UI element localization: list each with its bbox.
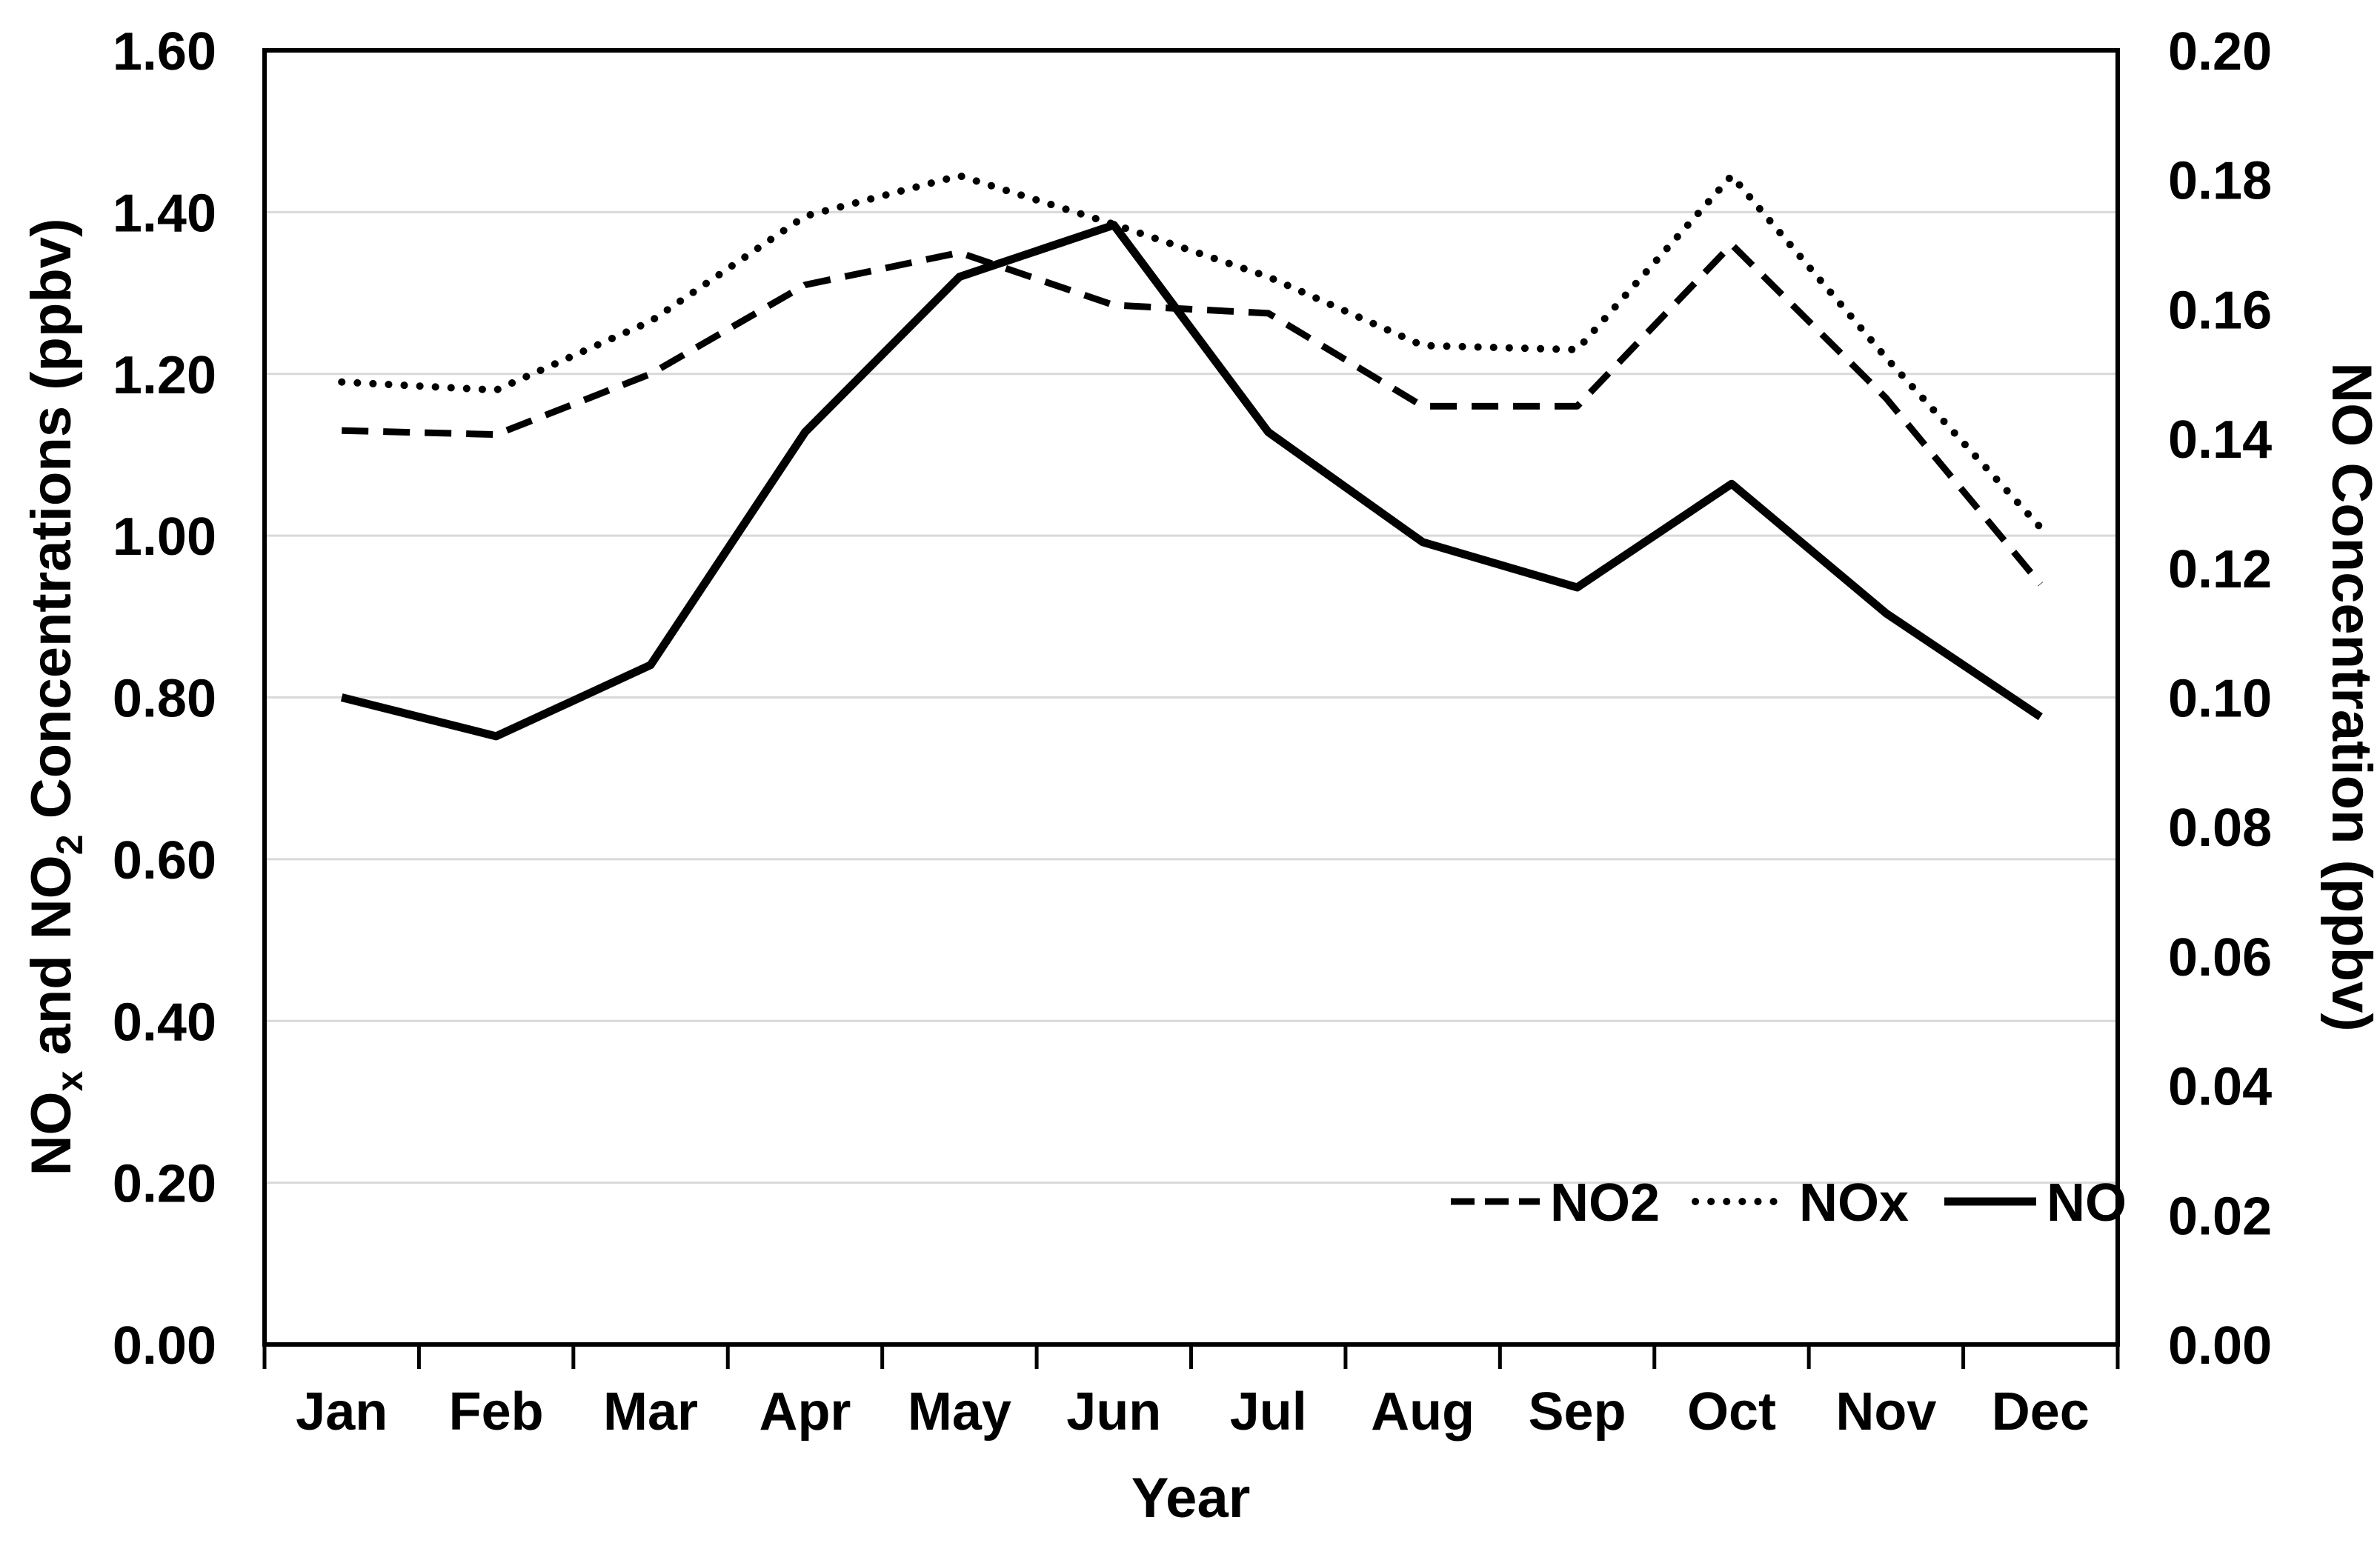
legend-label: NO [2047, 1173, 2127, 1233]
left-axis-tick-label: 1.40 [113, 184, 216, 243]
left-axis-tick-label: 0.40 [113, 993, 216, 1052]
x-axis-title: Year [1131, 1467, 1251, 1530]
series-line-NO [340, 221, 2043, 741]
x-axis-tick-label: Jun [1066, 1382, 1161, 1442]
right-axis-tick-label: 0.00 [2168, 1316, 2272, 1376]
legend-item-NOx: NOx [1692, 1173, 1909, 1233]
right-axis-tick-label: 0.08 [2168, 799, 2272, 858]
right-axis-tick-label: 0.02 [2168, 1187, 2272, 1246]
right-axis-tick-label: 0.10 [2168, 670, 2272, 729]
chart-legend: NO2 NOx NO [1451, 1173, 2127, 1233]
right-axis-tick-label: 0.16 [2168, 281, 2272, 340]
x-axis-tick-label: Feb [449, 1382, 544, 1442]
left-axis-tick-label: 0.20 [113, 1155, 216, 1214]
x-axis-tick-label: Nov [1835, 1382, 1936, 1442]
left-axis-tick-labels: 0.00 0.20 0.40 0.60 0.80 1.00 1.20 1.40 1.60 [113, 22, 216, 1376]
right-axis-tick-label: 0.14 [2168, 410, 2272, 470]
left-axis-tick-label: 0.00 [113, 1316, 216, 1376]
x-axis-tick-label: Jan [296, 1382, 388, 1442]
x-axis-tick-label: Aug [1371, 1382, 1475, 1442]
left-axis-tick-label: 1.00 [113, 507, 216, 567]
gridlines-layer [265, 210, 2118, 1184]
right-axis-tick-label: 0.18 [2168, 152, 2272, 211]
x-axis-tick-label: Sep [1529, 1382, 1626, 1442]
left-axis-tick-label: 1.20 [113, 346, 216, 405]
x-axis-tick-label: Dec [1992, 1382, 2090, 1442]
right-axis-title: NO Concentration (ppbv) [2320, 362, 2380, 1032]
x-tick-marks-layer [262, 1344, 2120, 1369]
right-axis-tick-label: 0.04 [2168, 1058, 2272, 1117]
right-axis-tick-label: 0.12 [2168, 540, 2272, 599]
right-axis-tick-label: 0.20 [2168, 22, 2272, 81]
legend-item-NO2: NO2 [1451, 1173, 1660, 1233]
legend-label: NO2 [1550, 1173, 1660, 1233]
legend-item-NO: NO [1944, 1173, 2127, 1233]
right-axis-tick-labels: 0.00 0.02 0.04 0.06 0.08 0.10 0.12 0.14 0.16 0.18… [2168, 22, 2272, 1376]
x-axis-tick-labels: Jan Feb Mar Apr May Jun Jul Aug Sep Oct Nov Dec [296, 1382, 2090, 1442]
x-axis-tick-label: Mar [603, 1382, 698, 1442]
x-axis-tick-label: May [908, 1382, 1011, 1442]
series-line-NO2 [342, 241, 2044, 587]
left-axis-tick-label: 0.60 [113, 831, 216, 890]
x-axis-tick-label: Oct [1687, 1382, 1776, 1442]
legend-label: NOx [1799, 1173, 1909, 1233]
left-axis-title: NOx and NO2 Concentrations (ppbv) [20, 219, 90, 1176]
x-axis-tick-label: Apr [759, 1382, 851, 1442]
series-lines-layer [338, 172, 2044, 741]
left-axis-tick-label: 1.60 [113, 22, 216, 81]
left-axis-tick-label: 0.80 [113, 670, 216, 729]
series-line-NOx [338, 172, 2044, 532]
right-axis-tick-label: 0.06 [2168, 928, 2272, 987]
x-axis-tick-label: Jul [1230, 1382, 1307, 1442]
